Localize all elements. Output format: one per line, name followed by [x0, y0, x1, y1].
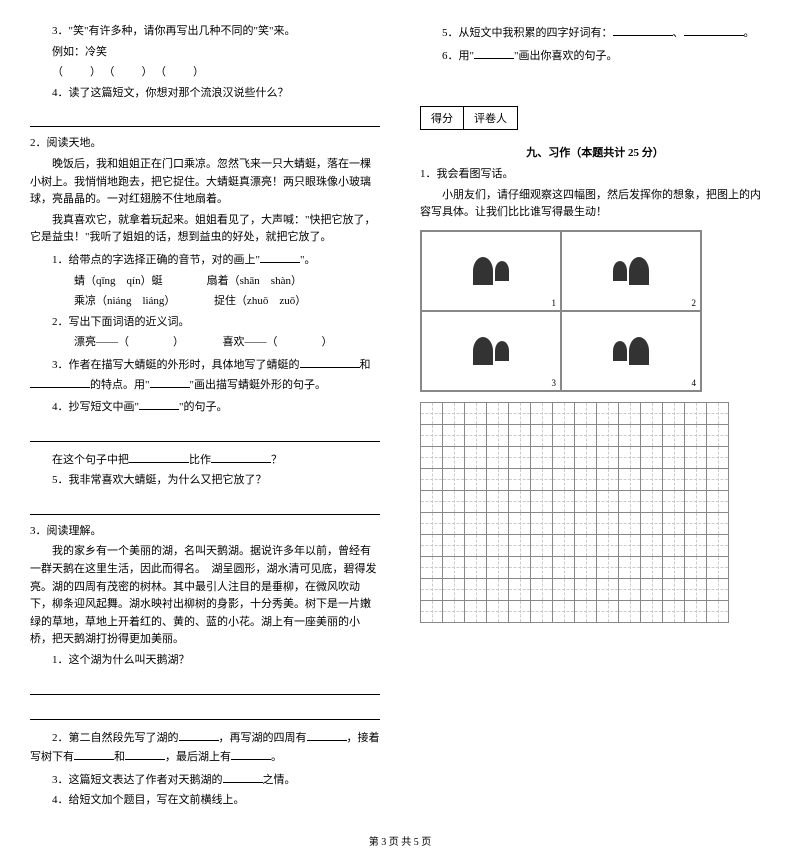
- pic-1: [421, 231, 561, 311]
- r2-q4: 4．抄写短文中画""的句子。: [30, 397, 380, 417]
- r3-q1: 1．这个湖为什么叫天鹅湖？: [30, 652, 380, 670]
- r2-q2: 2．写出下面词语的近义词。: [30, 314, 380, 332]
- r3-q3[interactable]: 3．这篇短文表达了作者对天鹅湖的之情。: [30, 770, 380, 790]
- r-q6: 6．用""画出你喜欢的句子。: [420, 46, 770, 66]
- writing-grid[interactable]: [420, 402, 729, 623]
- answer-line[interactable]: [30, 498, 380, 515]
- r3-q4: 4．给短文加个题目，写在文前横线上。: [30, 792, 380, 810]
- r2-q2-row[interactable]: 漂亮——（ ） 喜欢——（ ）: [30, 334, 380, 352]
- q3-blanks[interactable]: （ ）（ ）（ ）: [30, 64, 380, 82]
- r3-title: 3．阅读理解。: [30, 523, 380, 541]
- left-column: 3．"笑"有许多种，请你再写出几种不同的"笑"来。 例如：冷笑 （ ）（ ）（ …: [30, 20, 380, 813]
- answer-line[interactable]: [30, 703, 380, 720]
- pic-4: [561, 311, 701, 391]
- r2-q1-row1[interactable]: 蜻（qīng qín）蜓 扇着（shān shàn）: [30, 273, 380, 291]
- page-footer: 第 3 页 共 5 页: [30, 833, 770, 848]
- answer-line[interactable]: [30, 110, 380, 127]
- r2-p2: 我真喜欢它，就拿着玩起来。姐姐看见了，大声喊："快把它放了，它是益虫！"我听了姐…: [30, 212, 380, 247]
- score-box: 得分 评卷人: [420, 106, 518, 130]
- section-title: 九、习作（本题共计 25 分）: [420, 144, 770, 160]
- r2-q5: 5．我非常喜欢大蜻蜓，为什么又把它放了？: [30, 472, 380, 490]
- score-label: 得分: [421, 107, 464, 129]
- writing-title: 1．我会看图写话。: [420, 166, 770, 184]
- r3-p: 我的家乡有一个美丽的湖，名叫天鹅湖。据说许多年以前，曾经有一群天鹅在这里生活，因…: [30, 543, 380, 649]
- r2-q1: 1．给带点的字选择正确的音节，对的画上""。: [30, 250, 380, 270]
- q3-example: 例如：冷笑: [30, 44, 380, 62]
- answer-line[interactable]: [30, 678, 380, 695]
- r2-q4-sub[interactable]: 在这个句子中把比作？: [30, 450, 380, 470]
- pic-2: [561, 231, 701, 311]
- r2-q3[interactable]: 3．作者在描写大蜻蜓的外形时，具体地写了蜻蜓的和的特点。用""画出描写蜻蜓外形的…: [30, 355, 380, 394]
- r2-q1-row2[interactable]: 乘凉（niáng liáng） 捉住（zhuō zuō）: [30, 293, 380, 311]
- r3-q2[interactable]: 2．第二自然段先写了湖的，再写湖的四周有，接着写树下有和，最后湖上有。: [30, 728, 380, 767]
- q4: 4．读了这篇短文，你想对那个流浪汉说些什么？: [30, 85, 380, 103]
- r-q5[interactable]: 5．从短文中我积累的四字好词有：、。: [420, 23, 770, 43]
- writing-text: 小朋友们，请仔细观察这四幅图，然后发挥你的想象，把图上的内容写具体。让我们比比谁…: [420, 187, 770, 222]
- answer-line[interactable]: [30, 425, 380, 442]
- picture-grid: [420, 230, 702, 392]
- q3-intro: 3．"笑"有许多种，请你再写出几种不同的"笑"来。: [30, 23, 380, 41]
- r2-p1: 晚饭后，我和姐姐正在门口乘凉。忽然飞来一只大蜻蜓，落在一棵小树上。我悄悄地跑去，…: [30, 156, 380, 209]
- pic-3: [421, 311, 561, 391]
- grader-label: 评卷人: [464, 107, 517, 129]
- r2-title: 2．阅读天地。: [30, 135, 380, 153]
- right-column: 5．从短文中我积累的四字好词有：、。 6．用""画出你喜欢的句子。 得分 评卷人…: [420, 20, 770, 813]
